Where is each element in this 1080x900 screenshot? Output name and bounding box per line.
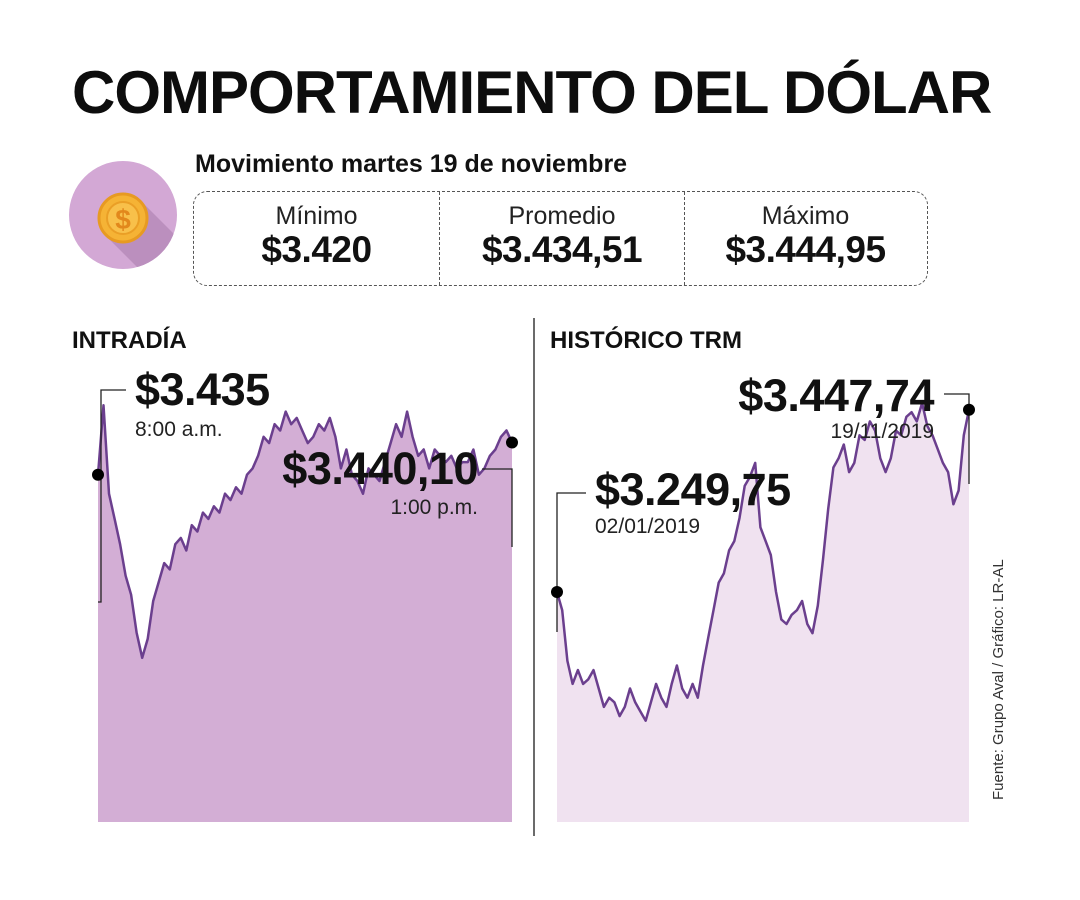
- start-point: [92, 468, 104, 481]
- intraday-title: INTRADÍA: [72, 327, 187, 354]
- stat-label: Máximo: [761, 202, 850, 230]
- area-fill: [98, 405, 512, 822]
- historic-end-label: 19/11/2019: [830, 420, 934, 443]
- intraday-start-label: 8:00 a.m.: [135, 418, 223, 441]
- stat-value: $3.434,51: [481, 229, 643, 270]
- historic-end-value: $3.447,74: [738, 370, 934, 421]
- start-point: [551, 586, 563, 599]
- stat-label: Promedio: [508, 202, 616, 230]
- coin-inner: [106, 201, 140, 235]
- intraday-end-label: 1:00 p.m.: [390, 496, 478, 519]
- coin-symbol: $: [115, 204, 131, 235]
- end-leader: [944, 393, 970, 484]
- intraday-end-value: $3.440,10: [282, 443, 478, 494]
- end-point: [506, 436, 518, 449]
- stats-box: Mínimo $3.420 Promedio $3.434,51 Máximo …: [193, 191, 928, 286]
- stat-minimo: Mínimo $3.420: [194, 192, 439, 285]
- area-fill: [557, 403, 969, 822]
- historic-start-value: $3.249,75: [595, 464, 791, 515]
- end-point: [963, 403, 975, 416]
- stat-value: $3.420: [261, 229, 372, 270]
- source-note: Fuente: Grupo Aval / Gráfico: LR-AL: [990, 559, 1007, 800]
- stat-promedio: Promedio $3.434,51: [439, 192, 684, 285]
- subtitle: Movimiento martes 19 de noviembre: [195, 150, 628, 178]
- stat-value: $3.444,95: [725, 229, 886, 270]
- start-leader: [556, 492, 586, 632]
- stat-label: Mínimo: [275, 202, 358, 230]
- series-line: [96, 404, 514, 660]
- start-leader: [98, 389, 126, 603]
- page-title: COMPORTAMIENTO DEL DÓLAR: [72, 59, 992, 126]
- historic-start-label: 02/01/2019: [595, 515, 701, 538]
- historic-chart: [551, 393, 975, 822]
- intraday-chart: [92, 389, 518, 822]
- intraday-start-value: $3.435: [135, 364, 270, 415]
- series-line: [555, 401, 971, 722]
- historic-title: HISTÓRICO TRM: [550, 327, 742, 354]
- end-leader: [482, 468, 513, 547]
- panel-divider: [533, 318, 535, 836]
- stat-maximo: Máximo $3.444,95: [684, 192, 926, 285]
